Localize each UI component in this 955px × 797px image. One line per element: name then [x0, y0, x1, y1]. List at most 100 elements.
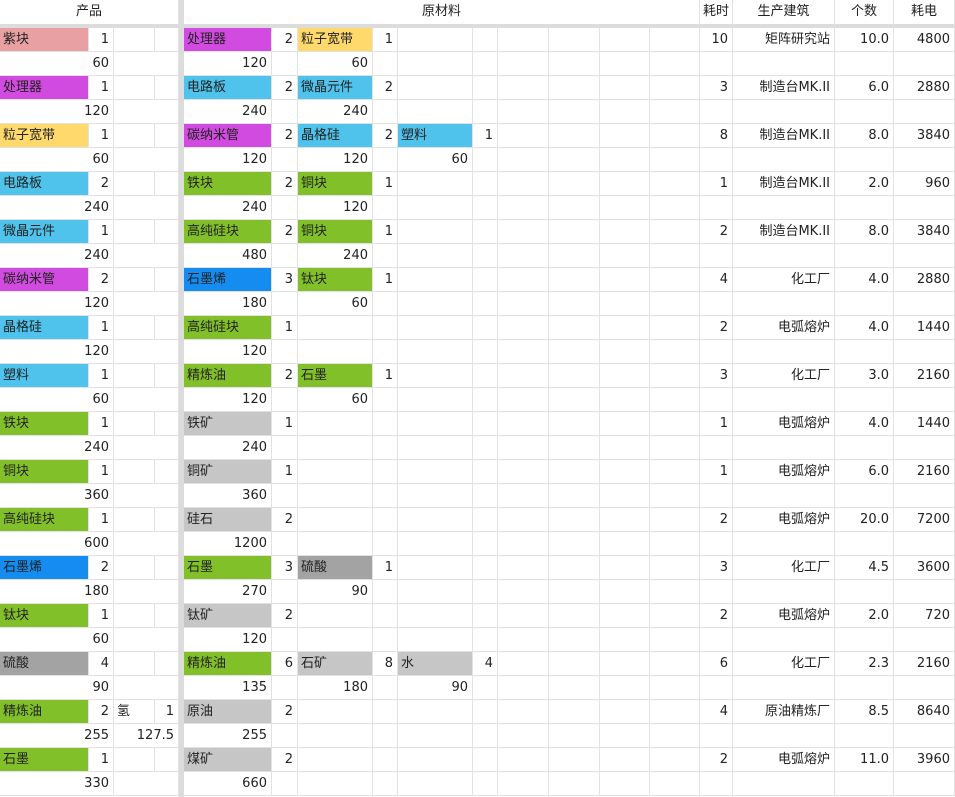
product-qty-cell[interactable]: 1	[89, 28, 114, 52]
empty-cell[interactable]	[114, 412, 155, 436]
empty-cell[interactable]	[650, 724, 700, 748]
empty-cell[interactable]	[600, 316, 650, 340]
product-name-cell[interactable]: 硫酸	[0, 652, 89, 676]
empty-cell[interactable]	[650, 76, 700, 100]
empty-cell[interactable]	[155, 124, 179, 148]
empty-cell[interactable]	[600, 604, 650, 628]
empty-cell[interactable]	[549, 172, 600, 196]
empty-cell[interactable]	[549, 244, 600, 268]
empty-cell[interactable]	[700, 148, 733, 172]
empty-cell[interactable]	[272, 196, 298, 220]
material-qty-cell[interactable]: 6	[272, 652, 298, 676]
empty-cell[interactable]	[650, 628, 700, 652]
material-name-cell[interactable]: 晶格硅	[298, 124, 373, 148]
empty-cell[interactable]	[498, 148, 549, 172]
product-name-cell[interactable]: 钛块	[0, 604, 89, 628]
empty-cell[interactable]	[894, 436, 955, 460]
time-cell[interactable]: 6	[700, 652, 733, 676]
material-qty-cell[interactable]: 3	[272, 268, 298, 292]
empty-cell[interactable]	[473, 460, 498, 484]
empty-cell[interactable]	[549, 484, 600, 508]
empty-cell[interactable]	[835, 676, 894, 700]
empty-cell[interactable]	[114, 604, 155, 628]
material-name-cell[interactable]: 钛块	[298, 268, 373, 292]
empty-cell[interactable]	[650, 220, 700, 244]
empty-cell[interactable]	[650, 460, 700, 484]
product-qty-cell[interactable]: 1	[89, 124, 114, 148]
material-qty-cell[interactable]: 1	[373, 28, 398, 52]
empty-cell[interactable]	[894, 580, 955, 604]
empty-cell[interactable]	[498, 388, 549, 412]
empty-cell[interactable]	[114, 484, 179, 508]
material-qty-cell[interactable]: 2	[373, 124, 398, 148]
empty-cell[interactable]	[114, 748, 155, 772]
material-qty-cell[interactable]: 2	[272, 508, 298, 532]
material-name-cell[interactable]: 水	[398, 652, 473, 676]
empty-cell[interactable]	[473, 388, 498, 412]
material-rate-cell[interactable]: 120	[184, 340, 272, 364]
product-name-cell[interactable]: 石墨烯	[0, 556, 89, 580]
empty-cell[interactable]	[600, 124, 650, 148]
empty-cell[interactable]	[835, 724, 894, 748]
empty-cell[interactable]	[398, 316, 473, 340]
time-cell[interactable]: 3	[700, 76, 733, 100]
empty-cell[interactable]	[600, 772, 650, 796]
empty-cell[interactable]	[114, 772, 179, 796]
product-qty-cell[interactable]: 1	[89, 76, 114, 100]
material-name-cell[interactable]: 处理器	[184, 28, 272, 52]
empty-cell[interactable]	[600, 484, 650, 508]
power-cell[interactable]: 2880	[894, 268, 955, 292]
empty-cell[interactable]	[600, 700, 650, 724]
empty-cell[interactable]	[473, 220, 498, 244]
material-qty-cell[interactable]: 2	[272, 604, 298, 628]
empty-cell[interactable]	[298, 724, 373, 748]
empty-cell[interactable]	[650, 772, 700, 796]
material-qty-cell[interactable]: 1	[373, 364, 398, 388]
empty-cell[interactable]	[600, 76, 650, 100]
product-rate-cell[interactable]: 240	[0, 196, 114, 220]
empty-cell[interactable]	[398, 364, 473, 388]
empty-cell[interactable]	[114, 388, 179, 412]
empty-cell[interactable]	[473, 292, 498, 316]
empty-cell[interactable]	[700, 340, 733, 364]
empty-cell[interactable]	[272, 292, 298, 316]
empty-cell[interactable]	[272, 388, 298, 412]
empty-cell[interactable]	[835, 100, 894, 124]
empty-cell[interactable]	[155, 316, 179, 340]
empty-cell[interactable]	[549, 268, 600, 292]
product-qty-cell[interactable]: 1	[89, 748, 114, 772]
header-time[interactable]: 耗时	[700, 0, 733, 24]
empty-cell[interactable]	[549, 100, 600, 124]
empty-cell[interactable]	[650, 172, 700, 196]
material-name-cell[interactable]: 原油	[184, 700, 272, 724]
time-cell[interactable]: 2	[700, 604, 733, 628]
empty-cell[interactable]	[733, 532, 835, 556]
empty-cell[interactable]	[498, 532, 549, 556]
time-cell[interactable]: 2	[700, 220, 733, 244]
product-rate-cell[interactable]: 180	[0, 580, 114, 604]
empty-cell[interactable]	[600, 100, 650, 124]
empty-cell[interactable]	[549, 532, 600, 556]
empty-cell[interactable]	[498, 316, 549, 340]
empty-cell[interactable]	[894, 100, 955, 124]
empty-cell[interactable]	[114, 124, 155, 148]
material-rate-cell[interactable]: 60	[298, 292, 373, 316]
empty-cell[interactable]	[733, 244, 835, 268]
empty-cell[interactable]	[272, 580, 298, 604]
empty-cell[interactable]	[600, 748, 650, 772]
product-rate-cell[interactable]: 120	[0, 100, 114, 124]
material-rate-cell[interactable]: 240	[184, 196, 272, 220]
material-qty-cell[interactable]: 2	[272, 748, 298, 772]
material-name-cell[interactable]: 硫酸	[298, 556, 373, 580]
empty-cell[interactable]	[894, 148, 955, 172]
building-cell[interactable]: 制造台MK.II	[733, 124, 835, 148]
empty-cell[interactable]	[600, 580, 650, 604]
time-cell[interactable]: 2	[700, 748, 733, 772]
empty-cell[interactable]	[114, 52, 179, 76]
empty-cell[interactable]	[498, 604, 549, 628]
building-cell[interactable]: 电弧熔炉	[733, 460, 835, 484]
product-name-cell[interactable]: 铜块	[0, 460, 89, 484]
time-cell[interactable]: 1	[700, 412, 733, 436]
time-cell[interactable]: 8	[700, 124, 733, 148]
empty-cell[interactable]	[549, 724, 600, 748]
